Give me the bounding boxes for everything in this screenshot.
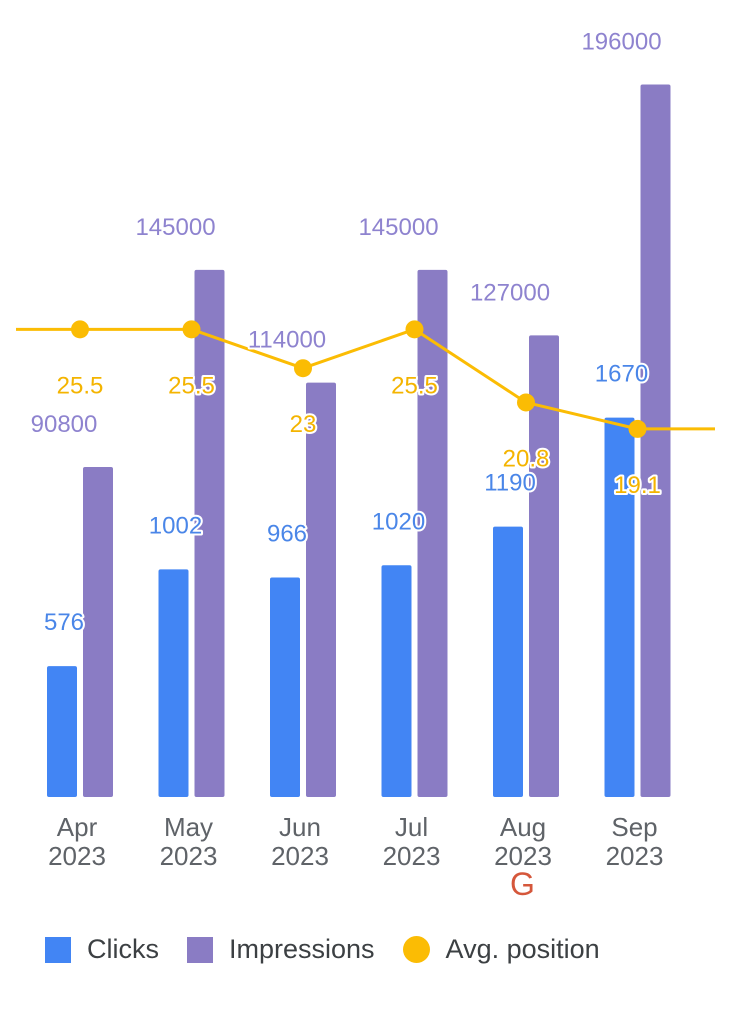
clicks-data-label: 576: [44, 609, 84, 636]
impressions-bar: [529, 335, 559, 797]
avg-position-series: [16, 320, 715, 438]
legend-label-avg-position: Avg. position: [445, 934, 600, 964]
impressions-bar: [83, 466, 113, 797]
avg-position-point: [71, 320, 89, 339]
avg-position-point: [628, 419, 647, 438]
x-tick-label-year: 2023: [383, 841, 441, 871]
impressions-data-label: 127000: [470, 279, 550, 306]
avg-position-point: [517, 393, 535, 412]
x-tick-label-month: Aug: [500, 812, 546, 842]
impressions-bar: [640, 84, 671, 798]
avg-position-data-label: 25.5: [391, 372, 438, 399]
legend-swatch-impressions: [187, 936, 213, 963]
impressions-data-label: 145000: [135, 214, 215, 241]
clicks-bar: [270, 577, 300, 797]
x-axis: Apr2023May2023Jun2023Jul2023Aug2023Sep20…: [48, 812, 663, 871]
avg-position-data-label: 23: [290, 411, 317, 438]
bars-group: [47, 84, 671, 798]
clicks-bar: [47, 666, 77, 797]
x-tick-label-month: Sep: [611, 812, 657, 842]
impressions-data-label: 196000: [581, 29, 661, 56]
legend-item-clicks[interactable]: Clicks: [45, 934, 159, 965]
x-tick-label-year: 2023: [494, 841, 552, 871]
avg-position-data-label: 20.8: [503, 445, 550, 472]
clicks-bar: [381, 565, 412, 797]
chart-legend: Clicks Impressions Avg. position: [45, 934, 628, 965]
avg-position-point: [405, 320, 424, 339]
clicks-data-label: 1002: [149, 512, 202, 539]
combo-chart: 90800 576 145000 1002 114000 966 145000 1020 127…: [16, 27, 715, 871]
impressions-bar: [417, 269, 448, 797]
x-tick-label-year: 2023: [48, 841, 106, 871]
legend-swatch-avg-position: [402, 936, 430, 963]
legend-swatch-clicks: [45, 936, 71, 963]
clicks-bar: [158, 569, 189, 797]
legend-label-impressions: Impressions: [229, 934, 375, 964]
legend-item-impressions[interactable]: Impressions: [187, 934, 375, 965]
clicks-data-label: 1020: [372, 508, 425, 535]
x-tick-label-month: Apr: [57, 812, 98, 842]
clicks-data-label: 1190: [484, 470, 536, 497]
legend-label-clicks: Clicks: [87, 934, 159, 964]
avg-position-data-label: 19.1: [614, 472, 661, 499]
legend-item-avg-position[interactable]: Avg. position: [402, 934, 600, 965]
impressions-bar: [306, 382, 336, 797]
avg-position-point: [182, 320, 201, 339]
clicks-bar: [493, 526, 523, 797]
x-tick-label-month: May: [164, 812, 213, 842]
x-tick-label-month: Jul: [395, 812, 428, 842]
avg-position-data-label: 25.5: [168, 372, 215, 399]
g-watermark: G: [510, 866, 535, 902]
clicks-data-label: 1670: [595, 361, 648, 388]
impressions-data-label: 114000: [248, 327, 326, 354]
clicks-bar: [604, 417, 635, 797]
avg-position-line: [16, 327, 715, 431]
bar-labels-group: 90800 576 145000 1002 114000 966 145000 1020 127…: [29, 27, 664, 639]
x-tick-label-year: 2023: [271, 841, 329, 871]
avg-position-data-label: 25.5: [57, 372, 104, 399]
impressions-data-label: 90800: [31, 411, 98, 438]
x-tick-label-year: 2023: [606, 841, 664, 871]
clicks-data-label: 966: [267, 521, 307, 548]
x-tick-label-month: Jun: [279, 812, 321, 842]
impressions-bar: [194, 269, 225, 797]
avg-position-point: [294, 359, 312, 378]
impressions-data-label: 145000: [358, 214, 438, 241]
x-tick-label-year: 2023: [160, 841, 218, 871]
